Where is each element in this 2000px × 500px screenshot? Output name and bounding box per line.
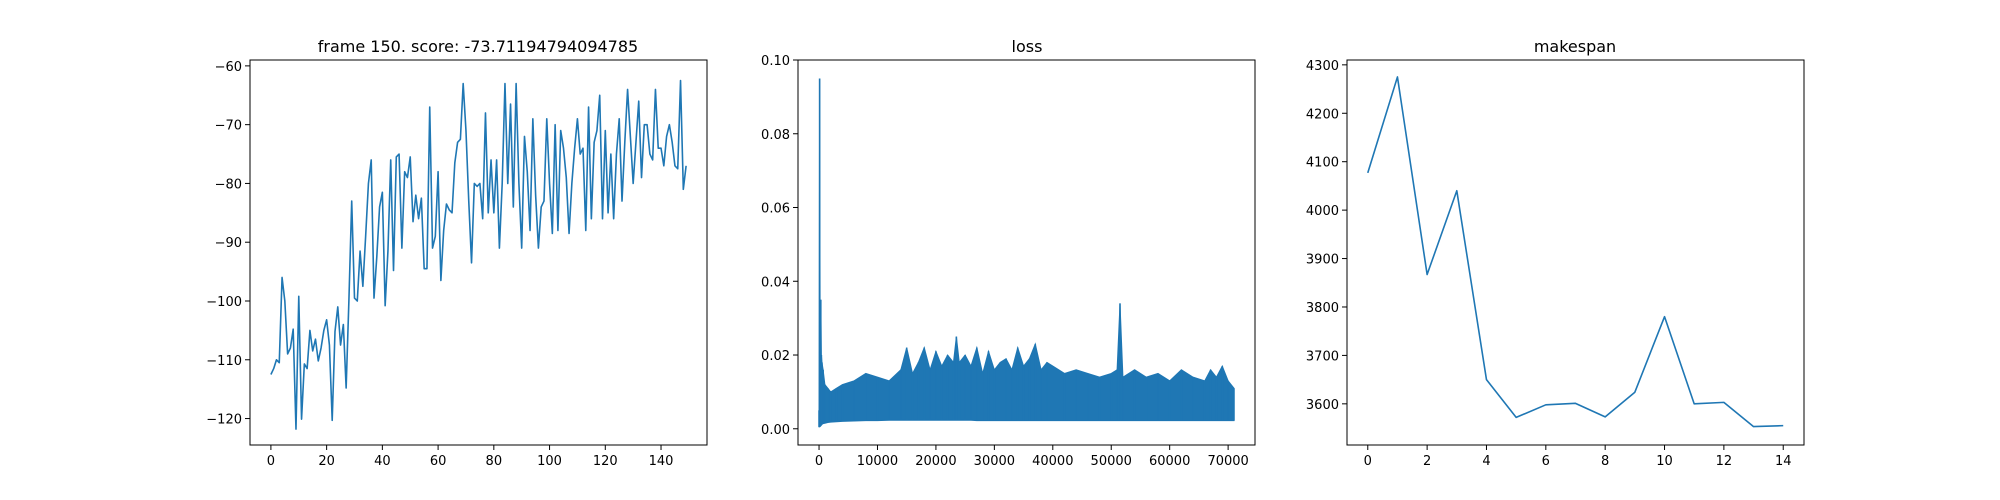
makespan-ytick-label: 3900: [1306, 253, 1339, 268]
loss-xtick-label: 70000: [1207, 454, 1248, 469]
score-plot-ticks: 0 20 40 60 80 100 120 140 −120 −110 −100 −90 −80 −70 −…: [206, 60, 673, 469]
makespan-ytick-label: 3700: [1306, 349, 1339, 364]
score-ytick-label: −80: [215, 177, 242, 192]
makespan-xtick-label: 2: [1423, 454, 1431, 469]
makespan-xtick-label: 4: [1482, 454, 1490, 469]
makespan-ytick-label: 4300: [1306, 59, 1339, 74]
makespan-ytick-label: 3600: [1306, 398, 1339, 413]
score-ytick-label: −120: [206, 413, 242, 428]
score-ytick-label: −60: [215, 60, 242, 75]
loss-ytick-label: 0.02: [761, 349, 790, 364]
score-plot-marks: [270, 79, 687, 430]
loss-xtick-label: 30000: [974, 454, 1015, 469]
loss-xtick-label: 10000: [857, 454, 898, 469]
makespan-plot-ticks: 0 2 4 6 8 10 12 14 3600 3700 3800 3900 4000 4100 4200 4…: [1306, 59, 1792, 469]
makespan-xtick-label: 6: [1542, 454, 1550, 469]
makespan-plot-axes-frame: [1346, 59, 1805, 446]
loss-plot-title: loss: [1012, 37, 1043, 56]
score-xtick-label: 20: [318, 454, 335, 469]
score-xtick-label: 140: [649, 454, 674, 469]
makespan-xtick-label: 8: [1601, 454, 1609, 469]
score-xtick-label: 100: [537, 454, 562, 469]
loss-ytick-label: 0.00: [761, 423, 790, 438]
loss-ytick-label: 0.08: [761, 128, 790, 143]
loss-plot-axes-frame: [797, 59, 1256, 446]
makespan-ytick-label: 4000: [1306, 204, 1339, 219]
loss-xtick-label: 0: [815, 454, 823, 469]
score-plot-axes-frame: [249, 59, 708, 446]
score-plot-title: frame 150. score: -73.71194794094785: [318, 37, 638, 56]
loss-xtick-label: 40000: [1032, 454, 1073, 469]
score-ytick-label: −90: [215, 236, 242, 251]
makespan-plot-title: makespan: [1534, 37, 1616, 56]
loss-xtick-label: 60000: [1149, 454, 1190, 469]
makespan-ytick-label: 4200: [1306, 107, 1339, 122]
makespan-xtick-label: 0: [1364, 454, 1372, 469]
score-xtick-label: 120: [593, 454, 618, 469]
score-ytick-label: −70: [215, 119, 242, 134]
score-ytick-label: −110: [206, 354, 242, 369]
makespan-xtick-label: 12: [1716, 454, 1733, 469]
makespan-plot-marks: [1367, 76, 1784, 428]
score-xtick-label: 0: [267, 454, 275, 469]
makespan-ytick-label: 4100: [1306, 156, 1339, 171]
makespan-series-line: [1367, 76, 1784, 428]
loss-ytick-label: 0.06: [761, 202, 790, 217]
score-xtick-label: 80: [486, 454, 503, 469]
loss-xtick-label: 20000: [915, 454, 956, 469]
score-xtick-label: 60: [430, 454, 447, 469]
score-plot: frame 150. score: -73.71194794094785 0 20…: [206, 37, 708, 469]
score-series-line: [270, 79, 687, 430]
loss-xtick-label: 50000: [1091, 454, 1132, 469]
makespan-ytick-label: 3800: [1306, 301, 1339, 316]
loss-plot-ticks: 0 10000 20000 30000 40000 50000 60000 70000 0.00…: [761, 54, 1249, 469]
loss-plot: loss 0 10000 20000 30000 40000 50000 60000 7000…: [761, 37, 1256, 469]
score-xtick-label: 40: [374, 454, 391, 469]
makespan-xtick-label: 10: [1656, 454, 1673, 469]
score-ytick-label: −100: [206, 295, 242, 310]
loss-plot-marks: [818, 78, 1235, 428]
loss-ytick-label: 0.10: [761, 54, 790, 69]
makespan-xtick-label: 14: [1775, 454, 1792, 469]
makespan-plot: makespan 0 2 4 6 8 10 12 14 3600 3700 3800 3900 4000…: [1306, 37, 1805, 469]
loss-ytick-label: 0.04: [761, 275, 790, 290]
